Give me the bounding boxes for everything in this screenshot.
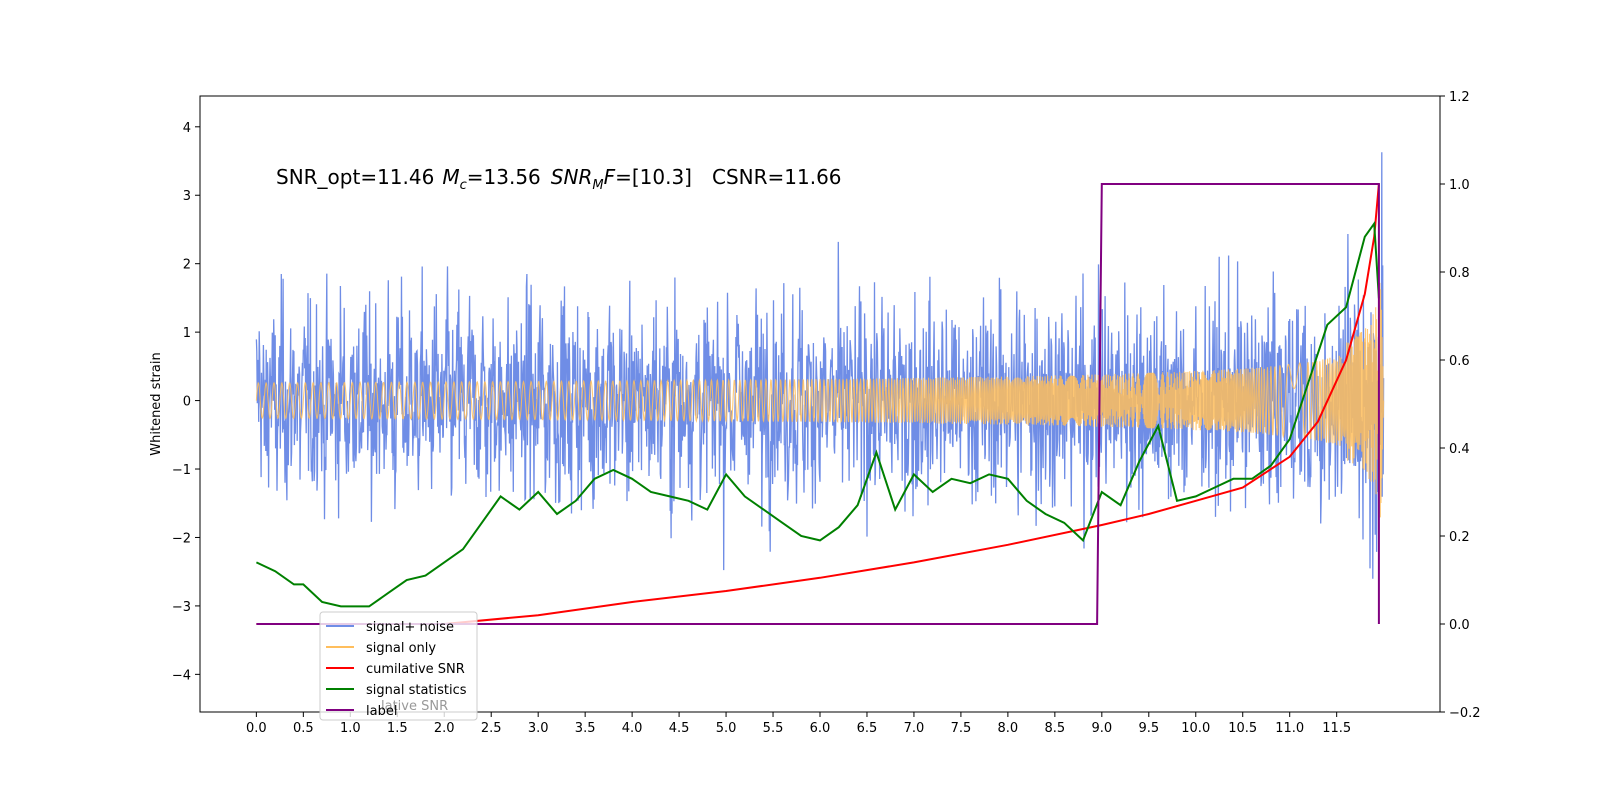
legend-label: label (366, 704, 397, 719)
annotation-mf-value: =[10.3] (615, 165, 692, 189)
annotation-mf-subscript: M (592, 178, 603, 193)
annotation-mf-tail: F (604, 165, 616, 189)
annotation-mc-value: =13.56 (467, 165, 541, 189)
y-right-tick-label: 0.6 (1449, 354, 1470, 369)
x-tick-label: 0.0 (246, 721, 267, 736)
y-left-tick-label: 3 (183, 189, 191, 204)
x-tick-label: 3.5 (575, 721, 596, 736)
y-right-tick-label: 0.4 (1449, 442, 1470, 457)
annotation-snr-opt: SNR_opt=11.46 (276, 165, 434, 189)
annotation-mc-subscript: c (460, 178, 467, 193)
legend-ghost-text: lative SNR (381, 699, 448, 714)
y-left-tick-label: −4 (172, 668, 191, 683)
y-left-tick-label: 0 (183, 395, 191, 410)
plot-area (255, 152, 1385, 625)
x-tick-label: 10.5 (1228, 721, 1257, 736)
series-cumulative-snr (256, 183, 1380, 625)
y-right-tick-label: 1.0 (1449, 178, 1470, 193)
y-left-tick-label: 4 (183, 121, 191, 136)
y-left-tick-label: −1 (172, 463, 191, 478)
legend-box (319, 611, 478, 721)
x-tick-label: 8.0 (998, 721, 1019, 736)
x-tick-label: 10.0 (1181, 721, 1210, 736)
legend-label: cumilative SNR (366, 662, 465, 677)
x-tick-label: 9.0 (1091, 721, 1112, 736)
x-tick-label: 8.5 (1045, 721, 1066, 736)
annotation-csnr: CSNR=11.66 (712, 165, 842, 189)
chart-annotation: SNR_opt=11.46 Mc=13.56 SNRMF=[10.3] CSNR=11… (276, 165, 842, 193)
y-left-tick-label: −3 (172, 600, 191, 615)
y-axis-left: 4 3 2 1 0 −1 −2 −3 −4 (172, 121, 200, 683)
x-tick-label: 9.5 (1138, 721, 1159, 736)
y-axis-right: 1.2 1.0 0.8 0.6 0.4 0.2 0.0 −0.2 (1440, 90, 1481, 721)
x-tick-label: 2.5 (481, 721, 502, 736)
y-left-tick-label: 1 (183, 326, 191, 341)
y-left-tick-label: −2 (172, 531, 191, 546)
x-tick-label: 7.5 (951, 721, 972, 736)
x-tick-label: 4.5 (669, 721, 690, 736)
annotation-mc-symbol: M (442, 165, 459, 189)
series-signal-statistics (255, 220, 1380, 608)
x-tick-label: 7.0 (904, 721, 925, 736)
y-left-tick-label: 2 (183, 258, 191, 273)
x-axis: 0.0 0.5 1.0 1.5 2.0 2.5 3.0 3.5 4.0 4.5 5.0 5.5 6.0 6… (246, 712, 1351, 736)
x-tick-label: 1.5 (387, 721, 408, 736)
x-tick-label: 0.5 (293, 721, 314, 736)
x-tick-label: 5.0 (716, 721, 737, 736)
x-tick-label: 6.5 (857, 721, 878, 736)
y-right-tick-label: −0.2 (1449, 706, 1481, 721)
y-right-tick-label: 1.2 (1449, 90, 1470, 105)
legend: lative SNR signal+ noise signal only cumil… (319, 611, 478, 721)
x-tick-label: 4.0 (622, 721, 643, 736)
x-tick-label: 2.0 (434, 721, 455, 736)
x-tick-label: 1.0 (340, 721, 361, 736)
y-right-tick-label: 0.8 (1449, 266, 1470, 281)
x-tick-label: 6.0 (810, 721, 831, 736)
legend-label: signal+ noise (366, 620, 454, 635)
series-signal-only (255, 282, 1385, 518)
y-right-tick-label: 0.0 (1449, 618, 1470, 633)
y-right-tick-label: 0.2 (1449, 530, 1470, 545)
y-axis-label: Whitened strain (149, 352, 164, 455)
series-signal-noise (255, 152, 1385, 579)
legend-label: signal statistics (366, 683, 467, 698)
x-tick-label: 5.5 (763, 721, 784, 736)
legend-label: signal only (366, 641, 436, 656)
annotation-mf-symbol: SNR (551, 165, 593, 189)
x-tick-label: 11.0 (1275, 721, 1304, 736)
x-tick-label: 3.0 (528, 721, 549, 736)
series-label (256, 183, 1380, 625)
x-tick-label: 11.5 (1322, 721, 1351, 736)
